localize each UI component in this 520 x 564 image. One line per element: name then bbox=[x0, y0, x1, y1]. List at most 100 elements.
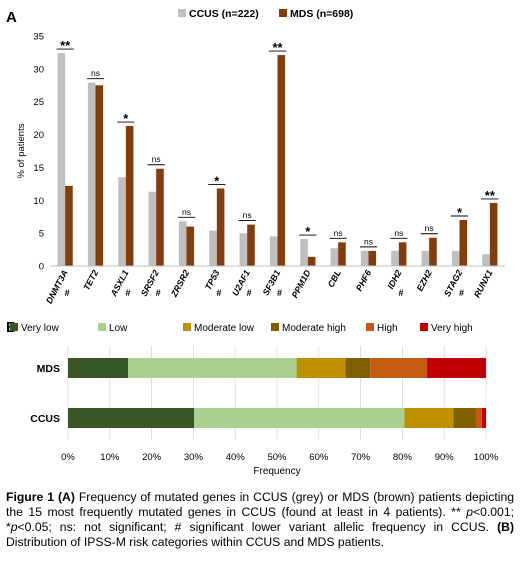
y-tick-label: 10 bbox=[33, 196, 44, 207]
x-tick-label: 60% bbox=[309, 452, 329, 463]
bar-mds bbox=[489, 202, 498, 266]
hash-mark: # bbox=[277, 288, 282, 298]
category-label: RUNX1 bbox=[472, 268, 495, 299]
bar-ccus bbox=[360, 250, 369, 266]
x-tick-label: 40% bbox=[226, 452, 246, 463]
bar-ccus bbox=[239, 233, 248, 266]
bar-mds bbox=[95, 85, 104, 267]
y-tick-label: 0 bbox=[39, 262, 44, 273]
legend-swatch bbox=[366, 323, 374, 331]
bar-ccus bbox=[330, 248, 339, 266]
bar-ccus bbox=[178, 221, 187, 266]
stacked-segment bbox=[427, 358, 486, 378]
stacked-segment bbox=[296, 358, 346, 378]
x-tick-label: 30% bbox=[184, 452, 204, 463]
row-label: CCUS bbox=[30, 413, 60, 425]
bar-ccus bbox=[391, 250, 399, 266]
category-label: PHF6 bbox=[354, 268, 373, 293]
bar-ccus bbox=[451, 250, 460, 266]
legend-b: Very low Low Moderate low Moderate high High… bbox=[10, 323, 473, 334]
x-tick-label: 20% bbox=[142, 452, 162, 463]
significance-label: ns bbox=[394, 228, 403, 238]
significance-label: ** bbox=[485, 188, 496, 203]
category-label: CBL bbox=[326, 268, 343, 289]
bar-ccus bbox=[269, 236, 278, 266]
bar-mds bbox=[186, 226, 195, 266]
stacked-segment bbox=[68, 408, 195, 428]
x-axis-label: Frequency bbox=[253, 466, 300, 477]
legend-swatch-mds bbox=[279, 9, 287, 17]
bar-mds bbox=[429, 237, 437, 266]
significance-label: ** bbox=[272, 40, 283, 55]
caption-part-b-label: (B) bbox=[497, 520, 514, 534]
x-tick-label: 80% bbox=[393, 452, 413, 463]
significance-label: ns bbox=[364, 236, 373, 246]
bar-ccus bbox=[118, 177, 126, 266]
ipssm-risk-chart: 0% 10% 20% 30% 40% 50% 60% 70% 80% 90% 100% Frequen… bbox=[30, 346, 499, 477]
x-tick-label: 70% bbox=[351, 452, 371, 463]
stacked-segment bbox=[128, 358, 297, 378]
caption-part-b-text: Distribution of IPSS-M risk categories w… bbox=[6, 535, 384, 549]
caption-p2-rest: <0.05; ns: not significant; # significan… bbox=[17, 520, 498, 534]
caption-part-a-text: Frequency of mutated genes in CCUS (grey… bbox=[6, 490, 514, 519]
significance-label: * bbox=[457, 205, 463, 220]
bar-ccus bbox=[148, 191, 157, 266]
bar-ccus bbox=[300, 239, 308, 266]
y-tick-label: 25 bbox=[33, 97, 44, 108]
legend-label-ccus: CCUS (n=222) bbox=[189, 8, 259, 20]
legend-label: High bbox=[377, 323, 398, 334]
stacked-segment bbox=[194, 408, 405, 428]
bar-mds bbox=[459, 220, 468, 266]
bar-mds bbox=[338, 242, 346, 266]
stacked-segment bbox=[453, 408, 476, 428]
bar-mds bbox=[307, 256, 316, 266]
significance-label: ns bbox=[243, 210, 252, 220]
stacked-segment bbox=[475, 408, 482, 428]
y-tick-label: 15 bbox=[33, 163, 44, 174]
bar-mds bbox=[398, 242, 407, 266]
caption-p1: p bbox=[466, 505, 473, 519]
bar-ccus bbox=[87, 82, 96, 267]
significance-label: ns bbox=[425, 223, 434, 233]
stacked-segment bbox=[481, 408, 486, 428]
row-label: MDS bbox=[37, 363, 60, 375]
legend-swatch bbox=[183, 323, 191, 331]
significance-label: ns bbox=[334, 228, 343, 238]
x-tick-label: 90% bbox=[435, 452, 455, 463]
legend-swatch bbox=[10, 323, 18, 331]
bar-mds bbox=[65, 185, 73, 266]
figure: A CCUS (n=222) MDS (n=698) 0 5 10 15 20 25 30 35… bbox=[6, 8, 505, 477]
category-label: ZRSR2 bbox=[168, 268, 191, 299]
caption-p2: p bbox=[10, 520, 18, 534]
caption-part-a-label: (A) bbox=[57, 490, 75, 504]
hash-mark: # bbox=[125, 288, 130, 298]
stacked-segment bbox=[68, 358, 129, 378]
legend-swatch-ccus bbox=[178, 9, 186, 17]
legend-swatch bbox=[420, 323, 428, 331]
y-axis-label: % of patients bbox=[16, 123, 27, 178]
hash-mark: # bbox=[156, 288, 161, 298]
x-tick-label: 50% bbox=[267, 452, 287, 463]
legend-label: Very high bbox=[431, 323, 473, 334]
significance-label: ns bbox=[91, 68, 100, 78]
legend-a: CCUS (n=222) MDS (n=698) bbox=[178, 8, 353, 20]
stacked-segment bbox=[370, 358, 428, 378]
legend-label: Moderate low bbox=[194, 323, 255, 334]
hash-mark: # bbox=[459, 288, 464, 298]
significance-label: ns bbox=[182, 207, 191, 217]
significance-label: ns bbox=[152, 154, 161, 164]
hash-mark: # bbox=[398, 288, 403, 298]
category-label: EZH2 bbox=[415, 268, 434, 293]
legend-swatch bbox=[271, 323, 279, 331]
legend-swatch bbox=[98, 323, 106, 331]
significance-label: * bbox=[214, 173, 220, 188]
category-label: DNMT3A bbox=[44, 268, 70, 305]
bar-ccus bbox=[57, 53, 66, 267]
y-tick-label: 5 bbox=[39, 229, 44, 240]
y-tick-label: 20 bbox=[33, 130, 44, 141]
caption-p1-rest: <0.001; * bbox=[6, 505, 514, 534]
x-tick-label: 0% bbox=[61, 452, 75, 463]
bar-mds bbox=[156, 168, 164, 266]
hash-mark: # bbox=[216, 288, 221, 298]
